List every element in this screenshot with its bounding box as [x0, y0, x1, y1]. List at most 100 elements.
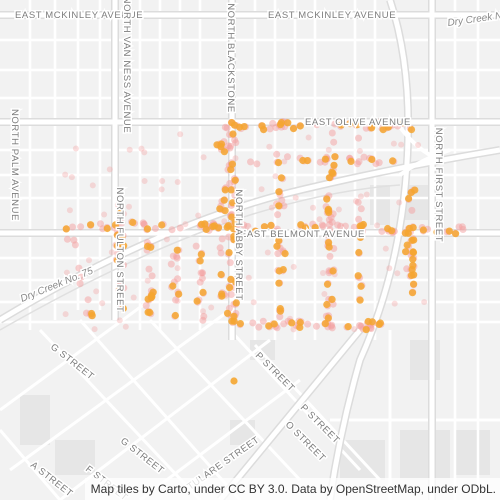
density-point-faint — [199, 316, 207, 324]
density-point-faint — [276, 313, 284, 321]
density-point-faint — [130, 294, 137, 301]
density-point-faint — [151, 225, 159, 232]
density-point-faint — [69, 223, 76, 231]
density-point — [193, 297, 201, 305]
density-point — [226, 284, 234, 292]
density-point-faint — [356, 148, 363, 154]
density-point-faint — [141, 178, 148, 184]
density-point-faint — [313, 322, 320, 330]
density-point-faint — [273, 225, 281, 233]
density-point-faint — [118, 296, 126, 304]
density-point — [258, 122, 266, 130]
label-abby: NORTH ABBY STREET — [233, 189, 244, 300]
density-point — [445, 227, 453, 235]
density-point-faint — [278, 196, 286, 204]
density-point — [218, 290, 226, 298]
density-point — [275, 188, 283, 196]
density-point — [143, 225, 152, 233]
density-point-faint — [101, 211, 108, 218]
density-point-faint — [121, 210, 128, 217]
density-point-faint — [122, 323, 129, 330]
density-point-faint — [199, 270, 206, 277]
density-point-faint — [316, 216, 323, 223]
density-point-faint — [354, 198, 362, 206]
density-point-faint — [326, 252, 334, 260]
density-point-faint — [172, 296, 180, 304]
density-point — [275, 236, 283, 245]
density-point-faint — [159, 178, 166, 184]
density-point-faint — [421, 299, 428, 305]
density-point — [281, 250, 289, 258]
density-point — [284, 119, 292, 127]
density-point — [158, 221, 166, 229]
density-point-faint — [355, 215, 363, 223]
density-point-faint — [250, 299, 257, 306]
density-point-faint — [264, 249, 271, 256]
density-point-faint — [138, 145, 145, 152]
density-point-faint — [272, 173, 279, 180]
density-point — [199, 288, 207, 296]
density-point — [175, 290, 183, 298]
density-point-faint — [326, 226, 334, 234]
density-point — [227, 186, 235, 194]
density-point-faint — [341, 222, 349, 230]
density-point — [230, 236, 238, 244]
density-point-faint — [168, 226, 176, 234]
density-point — [229, 130, 237, 138]
density-point — [111, 221, 120, 229]
density-point — [376, 319, 384, 327]
density-point — [325, 243, 333, 251]
density-point — [399, 119, 407, 127]
density-point-faint — [174, 275, 182, 283]
density-point — [301, 224, 310, 232]
density-point-faint — [126, 203, 132, 210]
density-point-faint — [328, 129, 336, 137]
density-point-faint — [266, 125, 274, 133]
density-point — [289, 125, 298, 133]
density-point — [119, 304, 127, 313]
density-point — [103, 224, 111, 233]
density-point-faint — [266, 143, 273, 150]
density-point-faint — [120, 261, 128, 269]
density-point — [209, 223, 217, 231]
density-point — [410, 236, 418, 244]
density-point — [419, 226, 427, 234]
density-point — [323, 280, 332, 288]
density-point — [355, 248, 363, 257]
density-point — [384, 123, 392, 131]
density-point-faint — [77, 273, 85, 281]
density-point — [223, 223, 231, 231]
density-point-faint — [174, 179, 181, 185]
label-fulton: NORTH FULTON STREET — [114, 188, 125, 313]
density-point-faint — [360, 153, 368, 161]
density-point-faint — [305, 134, 312, 141]
density-point — [267, 221, 275, 229]
density-point — [373, 119, 381, 127]
density-point-faint — [63, 269, 70, 276]
density-point — [389, 157, 397, 165]
density-point-faint — [75, 264, 83, 272]
density-point — [275, 279, 283, 287]
density-point-faint — [158, 186, 165, 193]
density-point — [230, 377, 238, 385]
density-point-faint — [396, 199, 403, 206]
density-point — [407, 126, 416, 134]
density-point — [223, 309, 232, 317]
density-point-faint — [245, 274, 252, 281]
label-palm: NORTH PALM AVENUE — [9, 109, 20, 221]
density-point — [288, 319, 296, 327]
map-attribution[interactable]: Map tiles by Carto, under CC BY 3.0. Dat… — [84, 478, 500, 500]
density-point — [273, 242, 281, 250]
density-point-faint — [218, 235, 226, 243]
density-point-faint — [335, 206, 342, 213]
density-point-faint — [390, 140, 397, 147]
density-point-faint — [221, 218, 228, 225]
density-point-faint — [227, 142, 235, 150]
density-point-faint — [200, 308, 206, 315]
density-point — [227, 275, 235, 283]
density-point-faint — [249, 319, 257, 327]
density-point-faint — [227, 291, 235, 298]
density-point-faint — [325, 146, 332, 153]
density-point-faint — [292, 194, 299, 201]
